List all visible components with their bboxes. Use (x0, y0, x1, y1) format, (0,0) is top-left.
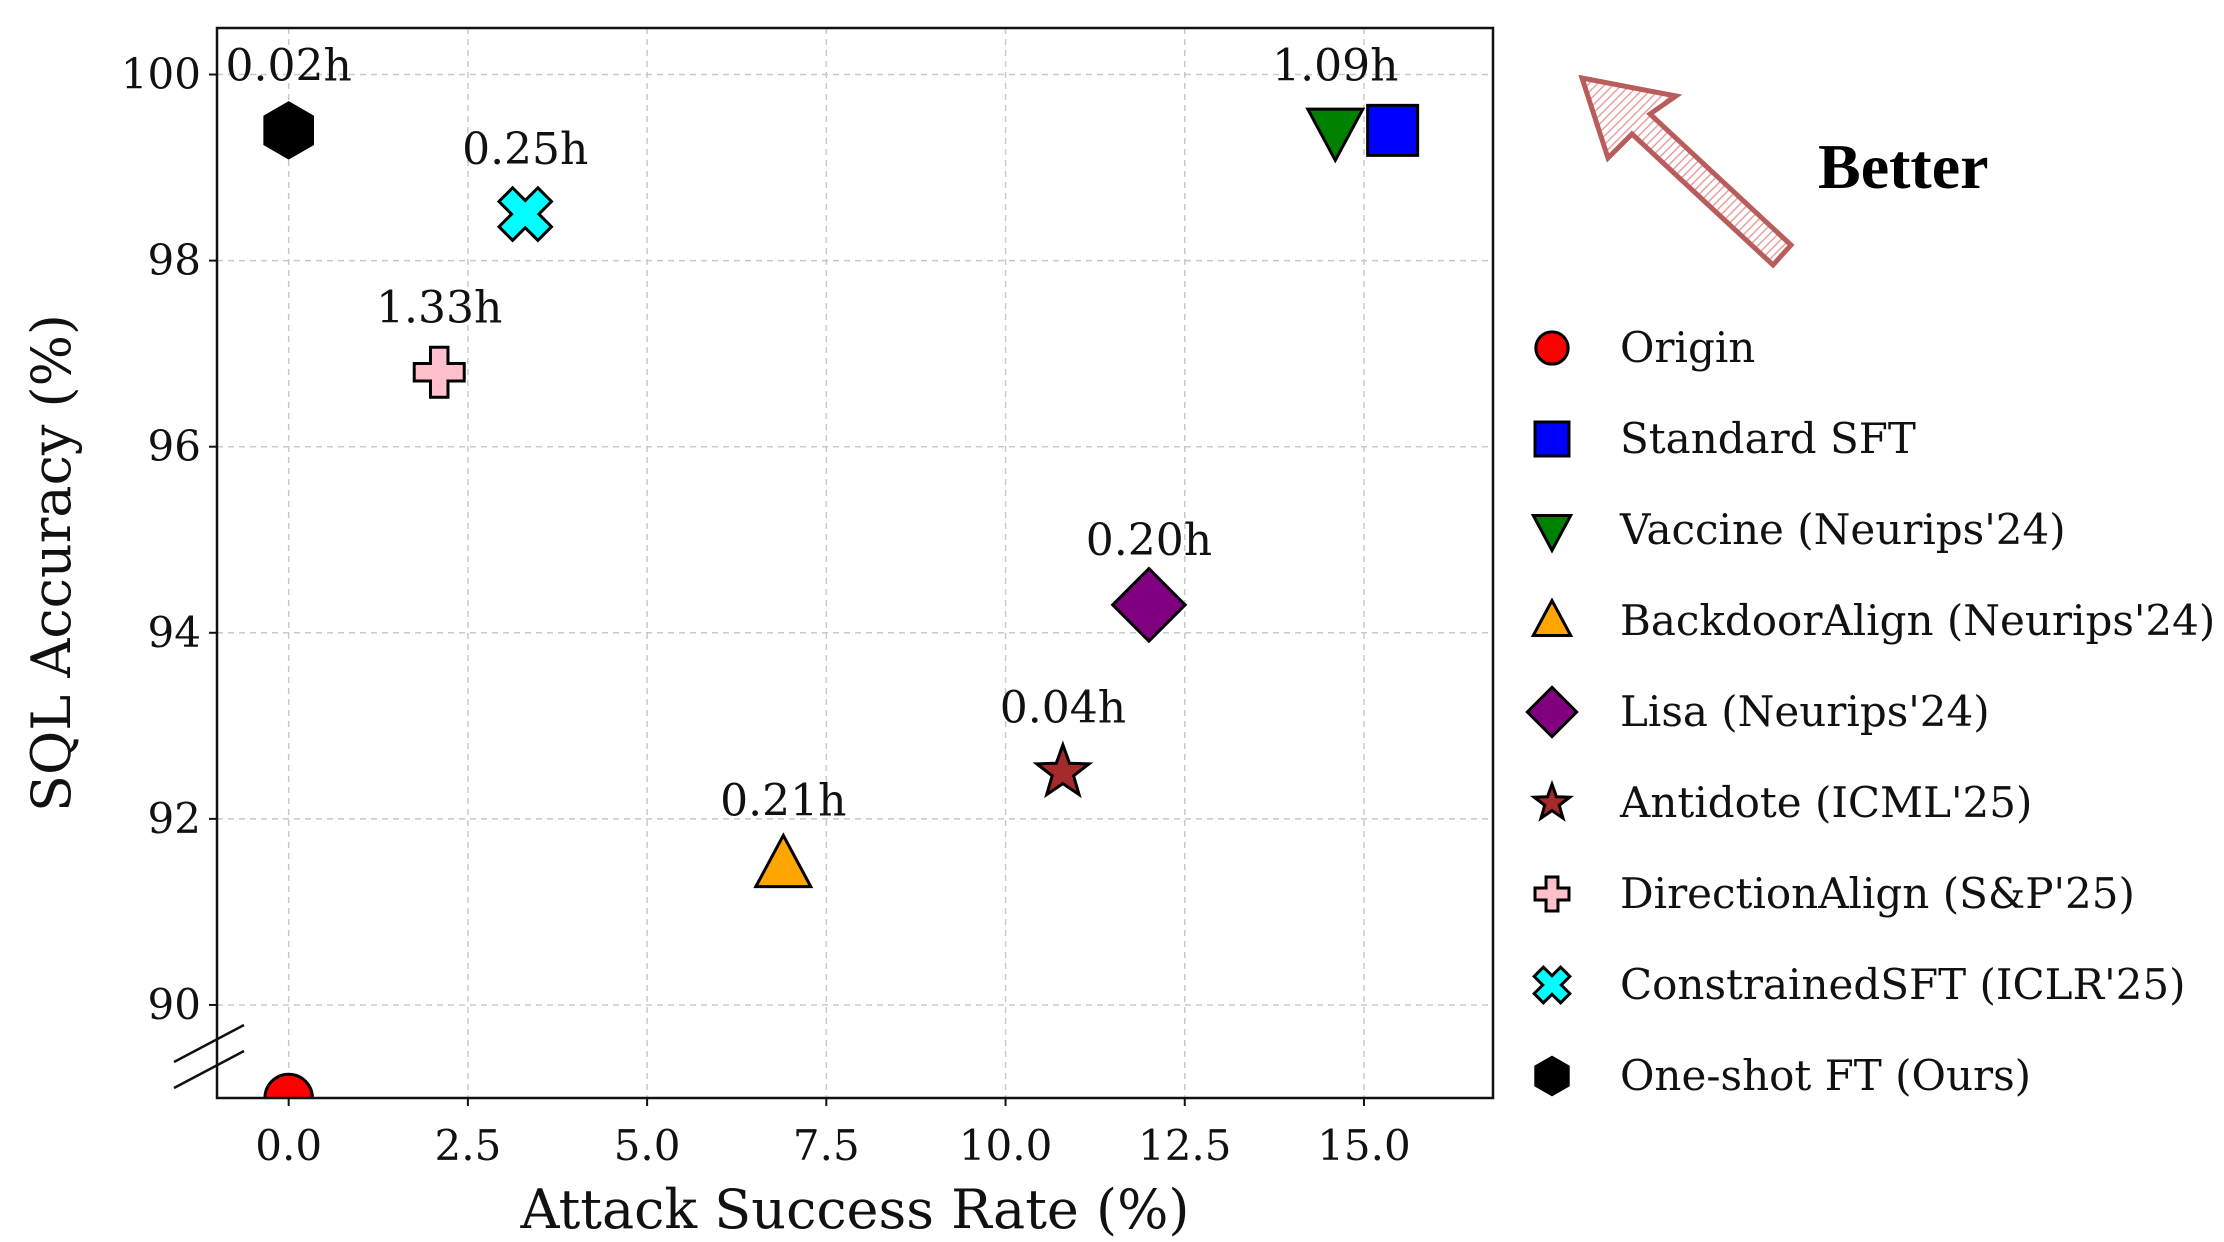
axis-break-icon (173, 1023, 245, 1090)
x-tick-label: 5.0 (614, 1121, 681, 1170)
grid-lines (217, 28, 1493, 1098)
y-tick-label: 90 (148, 980, 201, 1029)
point-vaccine-neurips-24-triangle-down-icon (1305, 107, 1366, 164)
point-lisa-neurips-24-diamond-icon (1110, 566, 1188, 644)
point-constrainedsft-iclr-25-x-icon (496, 185, 554, 243)
time-annotation: 0.25h (462, 124, 588, 175)
point-directionalign-s-p-25-plus-icon (412, 345, 466, 399)
point-origin-circle-icon (263, 1072, 314, 1098)
time-annotation: 1.33h (376, 282, 502, 333)
legend-square-icon (1533, 420, 1571, 458)
point-backdooralign-neurips-24-triangle-up-icon (753, 832, 814, 889)
legend: Origin Standard SFT Vaccine (Neurips'24) Ba… (1525, 323, 2215, 1100)
annotations: 1.09h 0.21h 0.20h 0.04h 1.33h 0.25h 0.02h (226, 40, 1399, 826)
legend-entry-antidote-icml-25: Antidote (ICML'25) (1619, 778, 2032, 827)
legend-entry-origin: Origin (1620, 323, 1755, 372)
y-tick-label: 98 (148, 236, 201, 285)
time-annotation: 0.21h (720, 775, 846, 826)
legend-x-icon (1532, 965, 1572, 1005)
legend-circle-icon (1534, 330, 1570, 366)
legend-entry-lisa-neurips-24: Lisa (Neurips'24) (1620, 687, 1990, 736)
data-points (263, 101, 1420, 1098)
time-annotation: 0.20h (1086, 515, 1212, 566)
legend-entry-one-shot-ft-ours: One-shot FT (Ours) (1620, 1051, 2031, 1100)
legend-entry-constrainedsft-iclr-25: ConstrainedSFT (ICLR'25) (1620, 960, 2186, 1009)
time-annotation: 0.02h (226, 40, 352, 91)
y-tick-label: 94 (148, 608, 201, 657)
legend-triangle-up-icon (1530, 597, 1574, 637)
x-tick-label: 10.0 (959, 1121, 1053, 1170)
point-antidote-icml-25-star-icon (1032, 740, 1094, 799)
legend-entry-standard-sft: Standard SFT (1620, 414, 1916, 463)
time-annotation: 0.04h (1000, 682, 1126, 733)
point-one-shot-ft-ours-hexagon-icon (263, 101, 315, 160)
point-standard-sft-square-icon (1366, 103, 1420, 157)
legend-diamond-icon (1525, 685, 1579, 739)
better-arrow-icon (1578, 74, 1795, 269)
x-tick-label: 7.5 (793, 1121, 860, 1170)
plot-frame (215, 26, 1495, 1100)
x-tick-label: 0.0 (255, 1121, 322, 1170)
legend-entry-backdooralign-neurips-24: BackdoorAlign (Neurips'24) (1620, 596, 2215, 645)
legend-entry-directionalign-s-p-25: DirectionAlign (S&P'25) (1620, 869, 2135, 918)
legend-plus-icon (1533, 875, 1571, 913)
ticks: 0.0 2.5 5.0 7.5 10.0 12.5 15.0 90 92 94 96 98 100 (121, 50, 1411, 1170)
legend-entry-vaccine-neurips-24: Vaccine (Neurips'24) (1619, 505, 2066, 554)
x-tick-label: 15.0 (1317, 1121, 1411, 1170)
better-label: Better (1818, 131, 1989, 202)
x-tick-label: 2.5 (435, 1121, 502, 1170)
y-tick-label: 92 (148, 794, 201, 843)
time-annotation: 1.09h (1272, 40, 1398, 91)
legend-triangle-down-icon (1530, 514, 1574, 554)
x-axis-label: Attack Success Rate (%) (520, 1178, 1190, 1241)
y-axis-label: SQL Accuracy (%) (20, 314, 83, 812)
legend-hexagon-icon (1534, 1055, 1570, 1097)
y-tick-label: 96 (148, 422, 201, 471)
y-tick-label: 100 (121, 50, 201, 99)
x-tick-label: 12.5 (1138, 1121, 1232, 1170)
legend-star-icon (1529, 779, 1575, 822)
